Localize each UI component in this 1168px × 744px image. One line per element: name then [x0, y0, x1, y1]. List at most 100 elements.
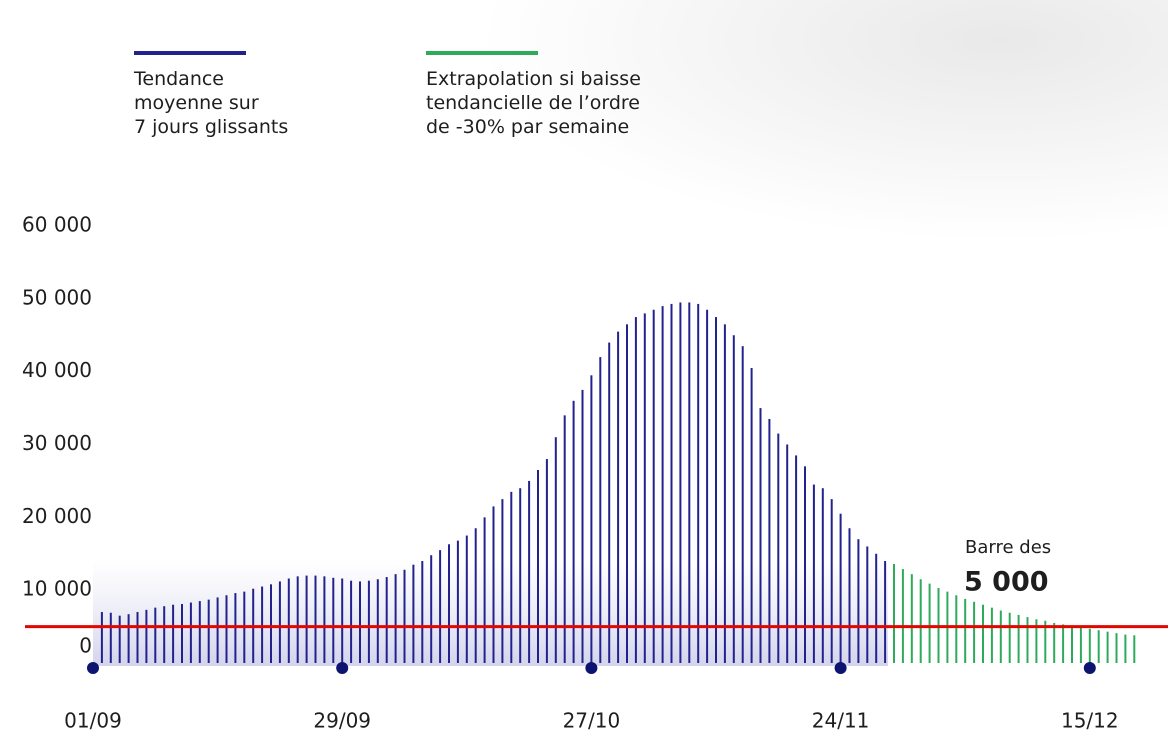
- bar: [189, 602, 192, 663]
- y-tick-label: 30 000: [22, 431, 92, 455]
- bar: [706, 309, 709, 663]
- bar: [465, 535, 468, 663]
- bar: [537, 469, 539, 663]
- y-tick-label: 20 000: [22, 504, 92, 528]
- x-tick-label: 01/09: [64, 709, 122, 733]
- bar: [1071, 625, 1073, 663]
- bar: [1053, 622, 1056, 663]
- bar: [261, 586, 264, 663]
- bar: [1062, 624, 1065, 663]
- bar: [661, 306, 664, 663]
- bar: [323, 576, 326, 663]
- bar: [154, 607, 157, 663]
- bar: [590, 375, 593, 663]
- bar: [296, 576, 299, 663]
- bar: [403, 569, 406, 663]
- bar: [501, 499, 504, 663]
- bar: [430, 555, 433, 663]
- bar: [1017, 614, 1020, 663]
- bar: [848, 528, 851, 663]
- y-tick-label: 50 000: [22, 285, 92, 309]
- bar: [973, 601, 976, 663]
- bar: [492, 506, 495, 663]
- bar: [305, 575, 308, 663]
- y-tick-label: 0: [79, 634, 92, 658]
- threshold-caption: Barre des: [965, 537, 1051, 558]
- bar: [136, 612, 139, 663]
- bar: [483, 517, 486, 663]
- bar: [617, 331, 620, 663]
- date-dot: [834, 662, 847, 674]
- bar: [287, 578, 290, 663]
- bar: [109, 612, 112, 663]
- bar: [750, 368, 753, 663]
- bar: [652, 309, 655, 663]
- legend-swatch: [134, 51, 246, 55]
- x-tick-label: 29/09: [313, 709, 371, 733]
- bar: [207, 599, 210, 663]
- bar: [439, 550, 442, 663]
- legend-label: Extrapolation si baisse tendancielle de …: [426, 68, 641, 138]
- bar: [510, 491, 513, 663]
- bar: [768, 419, 771, 663]
- date-dot: [87, 662, 99, 674]
- bar: [599, 357, 602, 663]
- threshold-label: 5 000: [964, 567, 1049, 598]
- bar: [1035, 619, 1038, 663]
- bar: [376, 579, 379, 663]
- bar: [821, 488, 824, 663]
- bar: [572, 400, 575, 663]
- bar: [198, 601, 201, 663]
- date-dot: [585, 662, 598, 674]
- bar: [270, 584, 272, 663]
- bar: [1106, 631, 1109, 663]
- legend-label: Tendance moyenne sur 7 jours glissants: [134, 68, 289, 138]
- y-tick-label: 60 000: [22, 213, 92, 237]
- bar: [367, 580, 370, 663]
- bar: [777, 433, 780, 663]
- bar: [830, 499, 833, 663]
- bar: [608, 342, 611, 663]
- bar: [385, 577, 388, 663]
- bar: [999, 610, 1002, 663]
- bar: [857, 539, 860, 663]
- bar: [581, 389, 584, 663]
- bar: [519, 488, 522, 663]
- bar: [910, 574, 913, 663]
- bar: [786, 444, 789, 663]
- bar: [448, 544, 450, 663]
- bar: [723, 324, 726, 663]
- bar: [528, 480, 531, 663]
- bar: [216, 597, 219, 663]
- bar: [1026, 617, 1029, 663]
- bar: [314, 575, 317, 663]
- bar: [964, 598, 967, 663]
- bar: [554, 437, 557, 663]
- bar: [715, 317, 717, 663]
- bar: [225, 595, 228, 663]
- bar: [1097, 630, 1100, 663]
- bar: [990, 607, 993, 663]
- bar: [901, 569, 904, 663]
- x-tick-label: 24/11: [812, 709, 870, 733]
- bar: [643, 313, 646, 663]
- bar: [688, 302, 691, 663]
- bar: [181, 604, 183, 663]
- bar: [626, 324, 628, 663]
- bar: [145, 609, 148, 663]
- bar: [545, 459, 548, 663]
- bar: [127, 614, 130, 663]
- bar: [866, 546, 869, 663]
- x-tick-label: 15/12: [1061, 709, 1119, 733]
- bar: [341, 578, 344, 663]
- bar: [928, 583, 931, 663]
- bar: [350, 580, 353, 663]
- bar: [893, 563, 895, 663]
- bar: [1088, 628, 1091, 663]
- bar: [1079, 627, 1082, 663]
- date-dot: [1083, 662, 1096, 674]
- bar: [332, 577, 335, 663]
- bar: [812, 484, 815, 663]
- y-tick-label: 40 000: [22, 358, 92, 382]
